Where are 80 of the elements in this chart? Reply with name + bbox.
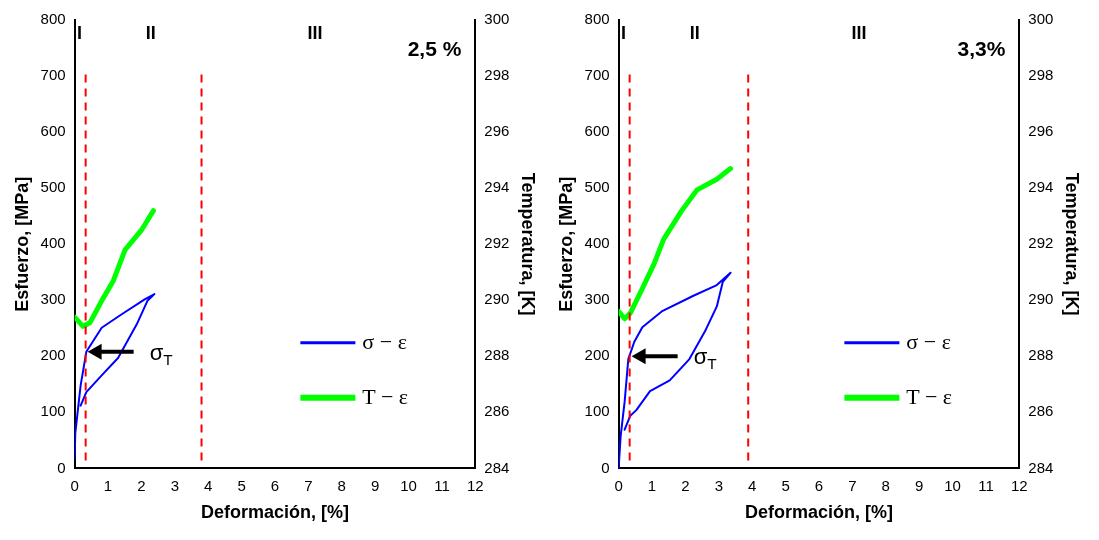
x-tick-label: 10 bbox=[944, 476, 961, 494]
y-tick-label: 600 bbox=[584, 122, 610, 140]
annotation: II bbox=[145, 22, 156, 43]
y2-tick-label: 286 bbox=[484, 402, 510, 420]
x-tick-label: 11 bbox=[434, 476, 450, 494]
y-tick-label: 100 bbox=[584, 402, 610, 420]
y-tick-label: 100 bbox=[40, 402, 66, 420]
y-tick-label: 200 bbox=[40, 346, 66, 364]
x-tick-label: 2 bbox=[137, 476, 146, 494]
x-tick-label: 0 bbox=[70, 476, 79, 494]
x-tick-label: 7 bbox=[304, 476, 313, 494]
x-tick-label: 4 bbox=[748, 476, 757, 494]
x-tick-label: 11 bbox=[978, 476, 994, 494]
y2-tick-label: 284 bbox=[484, 458, 510, 476]
y2-tick-label: 286 bbox=[1028, 402, 1054, 420]
legend-label: T − ε bbox=[362, 383, 409, 409]
annotation: 2,5 % bbox=[407, 36, 462, 60]
y2-tick-label: 288 bbox=[1028, 346, 1054, 364]
y-tick-label: 400 bbox=[40, 234, 66, 252]
y2-tick-label: 294 bbox=[1028, 178, 1054, 196]
annotation: I bbox=[620, 22, 626, 43]
x-tick-label: 8 bbox=[881, 476, 890, 494]
x-tick-label: 5 bbox=[781, 476, 790, 494]
annotation: II bbox=[689, 22, 700, 43]
y-tick-label: 300 bbox=[584, 290, 610, 308]
x-tick-label: 7 bbox=[848, 476, 857, 494]
legend-label: σ − ε bbox=[362, 328, 407, 354]
y-tick-label: 400 bbox=[584, 234, 610, 252]
y-tick-label: 600 bbox=[40, 122, 66, 140]
y-tick-label: 300 bbox=[40, 290, 66, 308]
x-tick-label: 1 bbox=[103, 476, 113, 494]
x-tick-label: 4 bbox=[204, 476, 213, 494]
x-tick-label: 5 bbox=[237, 476, 246, 494]
y2-tick-label: 300 bbox=[1028, 10, 1054, 28]
y2-tick-label: 298 bbox=[1028, 66, 1054, 84]
x-tick-label: 12 bbox=[467, 476, 484, 494]
x-tick-label: 6 bbox=[270, 476, 280, 494]
y-tick-label: 200 bbox=[584, 346, 610, 364]
x-tick-label: 9 bbox=[915, 476, 924, 494]
x-tick-label: 10 bbox=[400, 476, 417, 494]
y-tick-label: 800 bbox=[40, 10, 66, 28]
annotation: 3,3% bbox=[957, 36, 1006, 60]
annotation: III bbox=[851, 22, 867, 43]
y2-tick-label: 296 bbox=[1028, 122, 1054, 140]
x-tick-label: 2 bbox=[681, 476, 690, 494]
y2-tick-label: 296 bbox=[484, 122, 510, 140]
y-axis-title: Esfuerzo, [MPa] bbox=[555, 176, 576, 312]
x-tick-label: 12 bbox=[1011, 476, 1028, 494]
y-tick-label: 0 bbox=[601, 458, 610, 476]
annotation: III bbox=[307, 22, 323, 43]
x-tick-label: 3 bbox=[170, 476, 179, 494]
y-tick-label: 700 bbox=[40, 66, 66, 84]
y2-tick-label: 284 bbox=[1028, 458, 1054, 476]
y2-tick-label: 292 bbox=[484, 234, 510, 252]
y-tick-label: 800 bbox=[584, 10, 610, 28]
y2-tick-label: 288 bbox=[484, 346, 510, 364]
y-tick-label: 0 bbox=[57, 458, 66, 476]
y2-tick-label: 300 bbox=[484, 10, 510, 28]
x-tick-label: 6 bbox=[814, 476, 824, 494]
annotation: I bbox=[76, 22, 82, 43]
x-tick-label: 0 bbox=[614, 476, 623, 494]
y2-tick-label: 294 bbox=[484, 178, 510, 196]
y2-axis-title: Temperatura, [K] bbox=[518, 172, 539, 316]
x-axis-title: Deformación, [%] bbox=[200, 502, 350, 523]
legend-label: T − ε bbox=[906, 383, 953, 409]
x-tick-label: 3 bbox=[714, 476, 723, 494]
y-tick-label: 700 bbox=[584, 66, 610, 84]
y2-tick-label: 290 bbox=[1028, 290, 1054, 308]
y2-axis-title: Temperatura, [K] bbox=[1062, 172, 1083, 316]
y2-tick-label: 292 bbox=[1028, 234, 1054, 252]
y-axis-title: Esfuerzo, [MPa] bbox=[11, 176, 32, 312]
y2-tick-label: 298 bbox=[484, 66, 510, 84]
x-axis-title: Deformación, [%] bbox=[744, 502, 894, 523]
x-tick-label: 9 bbox=[371, 476, 380, 494]
y-tick-label: 500 bbox=[40, 178, 66, 196]
y-tick-label: 500 bbox=[584, 178, 610, 196]
legend-label: σ − ε bbox=[906, 328, 951, 354]
x-tick-label: 1 bbox=[647, 476, 657, 494]
y2-tick-label: 290 bbox=[484, 290, 510, 308]
x-tick-label: 8 bbox=[337, 476, 346, 494]
